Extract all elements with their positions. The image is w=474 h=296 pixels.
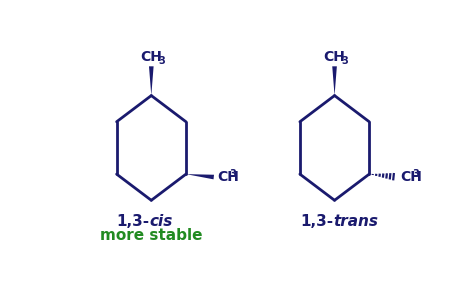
Text: CH: CH: [140, 50, 162, 64]
Polygon shape: [332, 66, 337, 96]
Text: cis: cis: [150, 214, 173, 229]
Text: CH: CH: [324, 50, 346, 64]
Polygon shape: [186, 174, 214, 179]
Text: more stable: more stable: [100, 228, 202, 243]
Polygon shape: [149, 66, 154, 96]
Text: CH: CH: [400, 170, 422, 184]
Text: trans: trans: [333, 214, 378, 229]
Text: 1,3-: 1,3-: [117, 214, 150, 229]
Text: 1,3-: 1,3-: [300, 214, 333, 229]
Text: 3: 3: [341, 56, 348, 65]
Text: 3: 3: [158, 56, 165, 65]
Text: CH: CH: [217, 170, 239, 184]
Text: 3: 3: [229, 169, 236, 179]
Text: 3: 3: [412, 169, 419, 179]
